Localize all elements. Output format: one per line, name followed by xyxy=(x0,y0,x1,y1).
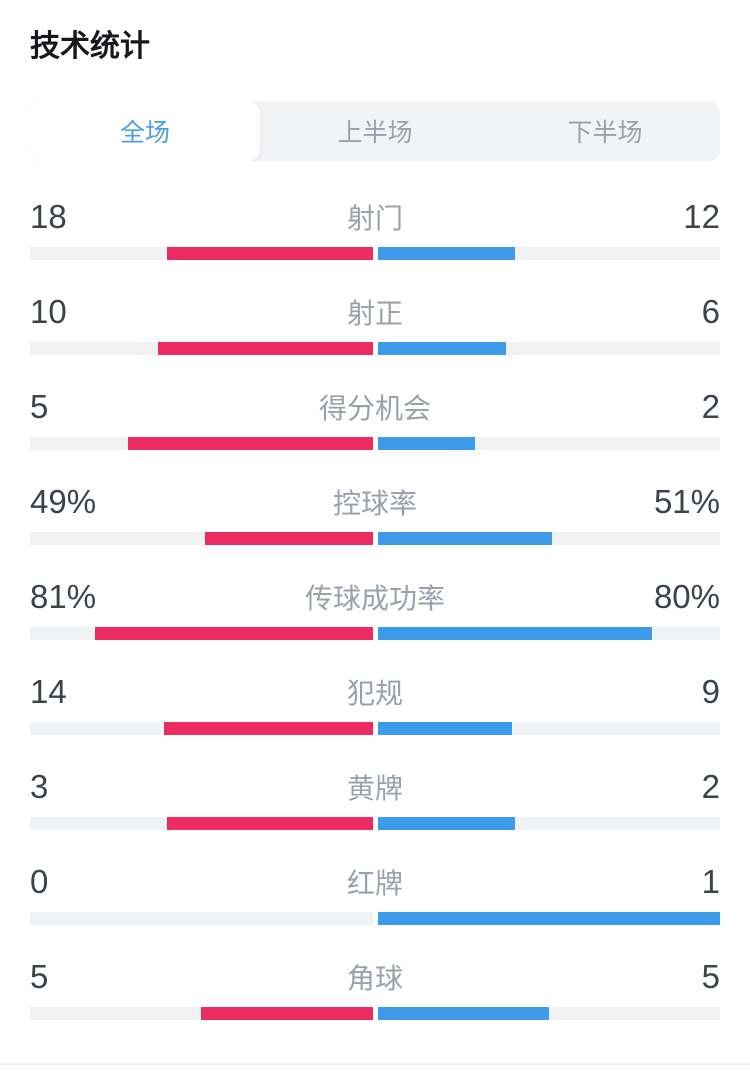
away-value: 2 xyxy=(701,768,720,805)
stat-row: 5 得分机会 2 xyxy=(0,375,750,470)
away-value: 6 xyxy=(701,293,720,330)
stat-bar xyxy=(30,437,720,450)
tab-first-half[interactable]: 上半场 xyxy=(260,101,490,161)
stat-bar xyxy=(30,817,720,830)
stat-bar xyxy=(30,1007,720,1020)
stat-label: 红牌 xyxy=(346,868,403,899)
stat-label: 角球 xyxy=(346,963,403,994)
away-value: 5 xyxy=(701,958,720,995)
stat-row: 0 红牌 1 xyxy=(0,850,750,945)
home-bar-track xyxy=(30,1007,373,1020)
stat-row: 81% 传球成功率 80% xyxy=(0,565,750,660)
away-bar-fill xyxy=(377,342,506,355)
stat-label: 黄牌 xyxy=(346,773,403,804)
home-bar-fill xyxy=(167,817,373,830)
away-value: 2 xyxy=(701,388,720,425)
tab-full-match[interactable]: 全场 xyxy=(30,101,260,161)
stat-row: 14 犯规 9 xyxy=(0,660,750,755)
away-value: 9 xyxy=(701,673,720,710)
page-title: 技术统计 xyxy=(30,30,150,63)
home-bar-fill xyxy=(167,247,373,260)
home-bar-track xyxy=(30,817,373,830)
stat-label: 得分机会 xyxy=(318,393,431,424)
stat-bar xyxy=(30,722,720,735)
home-value: 10 xyxy=(30,293,67,330)
home-bar-track xyxy=(30,627,373,640)
away-bar-track xyxy=(377,722,720,735)
home-bar-fill xyxy=(201,1007,373,1020)
home-value: 14 xyxy=(30,673,67,710)
stat-text-line: 81% 传球成功率 80% xyxy=(30,577,720,615)
home-bar-track xyxy=(30,532,373,545)
stat-row: 18 射门 12 xyxy=(0,185,750,280)
home-bar-track xyxy=(30,437,373,450)
stat-text-line: 5 得分机会 2 xyxy=(30,387,720,425)
bottom-divider xyxy=(0,1063,750,1065)
away-bar-track xyxy=(377,912,720,925)
home-bar-fill xyxy=(204,532,373,545)
stat-row: 49% 控球率 51% xyxy=(0,470,750,565)
stat-text-line: 0 红牌 1 xyxy=(30,862,720,900)
home-value: 49% xyxy=(30,483,97,520)
stat-label: 犯规 xyxy=(346,678,403,709)
stats-list: 18 射门 12 10 射正 6 5 xyxy=(0,185,750,1040)
away-bar-track xyxy=(377,627,720,640)
stat-label: 射门 xyxy=(346,203,403,234)
away-bar-fill xyxy=(377,722,512,735)
home-value: 81% xyxy=(30,578,97,615)
stat-label: 射正 xyxy=(346,298,403,329)
stat-text-line: 18 射门 12 xyxy=(30,197,720,235)
period-tabs: 全场 上半场 下半场 xyxy=(30,101,720,161)
stat-text-line: 3 黄牌 2 xyxy=(30,767,720,805)
away-value: 1 xyxy=(701,863,720,900)
home-value: 0 xyxy=(30,863,49,900)
away-value: 12 xyxy=(683,198,720,235)
away-bar-fill xyxy=(377,247,515,260)
away-bar-fill xyxy=(377,912,720,925)
home-bar-track xyxy=(30,342,373,355)
stat-row: 3 黄牌 2 xyxy=(0,755,750,850)
home-bar-fill xyxy=(164,722,373,735)
stat-bar xyxy=(30,912,720,925)
home-value: 18 xyxy=(30,198,67,235)
home-value: 3 xyxy=(30,768,49,805)
home-bar-track xyxy=(30,247,373,260)
away-value: 80% xyxy=(653,578,720,615)
home-bar-track xyxy=(30,912,373,925)
home-bar-fill xyxy=(127,437,373,450)
stat-bar xyxy=(30,627,720,640)
away-bar-track xyxy=(377,437,720,450)
away-bar-fill xyxy=(377,1007,549,1020)
away-bar-fill xyxy=(377,437,476,450)
home-bar-fill xyxy=(158,342,373,355)
stat-text-line: 10 射正 6 xyxy=(30,292,720,330)
stat-text-line: 49% 控球率 51% xyxy=(30,482,720,520)
away-bar-track xyxy=(377,1007,720,1020)
stat-bar xyxy=(30,532,720,545)
stat-label: 控球率 xyxy=(332,488,417,519)
stat-row: 10 射正 6 xyxy=(0,280,750,375)
away-bar-track xyxy=(377,342,720,355)
away-bar-fill xyxy=(377,532,553,545)
tab-second-half[interactable]: 下半场 xyxy=(490,101,720,161)
home-value: 5 xyxy=(30,958,49,995)
away-bar-track xyxy=(377,532,720,545)
stat-text-line: 14 犯规 9 xyxy=(30,672,720,710)
away-value: 51% xyxy=(653,483,720,520)
stat-label: 传球成功率 xyxy=(304,583,445,614)
away-bar-fill xyxy=(377,817,515,830)
home-value: 5 xyxy=(30,388,49,425)
stat-bar xyxy=(30,247,720,260)
stat-text-line: 5 角球 5 xyxy=(30,957,720,995)
stat-row: 5 角球 5 xyxy=(0,945,750,1040)
stat-bar xyxy=(30,342,720,355)
away-bar-track xyxy=(377,817,720,830)
away-bar-track xyxy=(377,247,720,260)
away-bar-fill xyxy=(377,627,652,640)
home-bar-fill xyxy=(95,627,373,640)
home-bar-track xyxy=(30,722,373,735)
